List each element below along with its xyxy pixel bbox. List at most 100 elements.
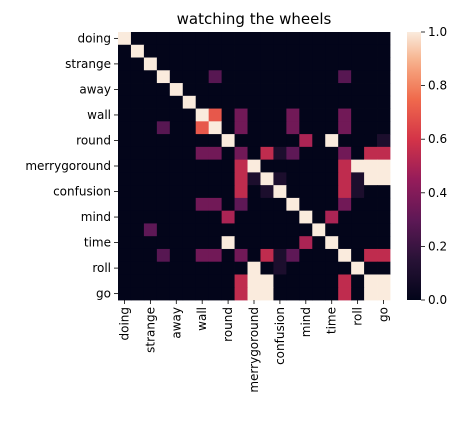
heatmap-cell: [118, 223, 132, 237]
heatmap-cell: [364, 236, 378, 250]
heatmap-cell: [325, 32, 339, 46]
heatmap-cell: [118, 121, 132, 135]
heatmap-cell: [325, 236, 339, 250]
heatmap-cell: [286, 146, 300, 161]
heatmap-cell: [312, 248, 326, 263]
heatmap-cell: [118, 70, 132, 84]
heatmap-cell: [247, 261, 261, 275]
heatmap-cell: [143, 185, 158, 199]
heatmap-cell: [143, 95, 158, 109]
heatmap-cell: [195, 83, 210, 97]
heatmap-cell: [195, 185, 210, 199]
heatmap-cell: [260, 172, 274, 186]
heatmap-cell: [351, 57, 365, 71]
colorbar-tick-label: 0.0: [428, 293, 447, 307]
heatmap-cell: [156, 172, 171, 186]
chart-title: watching the wheels: [177, 10, 332, 28]
heatmap-cell: [299, 197, 313, 212]
heatmap-cell: [364, 134, 378, 148]
heatmap-cell: [221, 70, 235, 84]
colorbar-tick-label: 0.6: [428, 132, 447, 146]
heatmap-cell: [325, 287, 339, 301]
heatmap-cell: [260, 95, 274, 109]
heatmap-cell: [169, 134, 184, 148]
heatmap-cell: [195, 274, 210, 288]
colorbar-tick-label: 0.2: [428, 239, 447, 253]
heatmap-cell: [195, 197, 210, 212]
heatmap-cell: [130, 32, 145, 46]
heatmap-cell: [169, 121, 184, 135]
heatmap-cell: [260, 223, 274, 237]
heatmap-cell: [143, 32, 158, 46]
heatmap-cell: [312, 44, 326, 58]
heatmap-cell: [156, 261, 171, 275]
heatmap-cell: [182, 44, 197, 58]
heatmap-cell: [273, 223, 287, 237]
heatmap-cell: [286, 83, 300, 97]
heatmap-cell: [130, 210, 145, 224]
heatmap-cell: [364, 95, 378, 109]
heatmap-cell: [364, 210, 378, 224]
heatmap-cell: [273, 287, 287, 301]
heatmap-cell: [247, 57, 261, 71]
heatmap-cell: [221, 172, 235, 186]
heatmap-cell: [312, 108, 326, 122]
heatmap-cell: [286, 57, 300, 71]
heatmap-cell: [377, 32, 391, 46]
heatmap-cell: [377, 159, 391, 173]
y-tick-label: round: [76, 133, 111, 147]
heatmap-cell: [312, 134, 326, 148]
heatmap-cell: [273, 32, 287, 46]
heatmap-cell: [208, 70, 223, 84]
heatmap-cell: [118, 274, 132, 288]
heatmap-cell: [130, 287, 145, 301]
heatmap-cell: [182, 32, 197, 46]
heatmap-cell: [325, 197, 339, 212]
heatmap-cell: [299, 32, 313, 46]
heatmap-cell: [156, 210, 171, 224]
heatmap-cell: [130, 223, 145, 237]
heatmap-cell: [299, 210, 313, 224]
heatmap-cell: [143, 172, 158, 186]
heatmap-cell: [221, 57, 235, 71]
heatmap-cell: [143, 274, 158, 288]
heatmap-cell: [351, 83, 365, 97]
heatmap-cell: [221, 159, 235, 173]
heatmap-cell: [273, 172, 287, 186]
heatmap-cell: [325, 223, 339, 237]
heatmap-cell: [169, 172, 184, 186]
heatmap-cell: [299, 159, 313, 173]
heatmap-cell: [325, 95, 339, 109]
heatmap-cell: [338, 248, 352, 263]
heatmap-cell: [325, 261, 339, 275]
heatmap-cell: [182, 121, 197, 135]
heatmap-cell: [234, 172, 248, 186]
heatmap-cell: [364, 197, 378, 212]
heatmap-cell: [156, 287, 171, 301]
y-tick-label: mind: [81, 210, 111, 224]
heatmap-cell: [182, 261, 197, 275]
heatmap-cell: [338, 44, 352, 58]
heatmap-cell: [169, 287, 184, 301]
heatmap-cell: [221, 146, 235, 161]
heatmap-cell: [325, 57, 339, 71]
colorbar-tick-label: 0.4: [428, 186, 447, 200]
heatmap-cell: [247, 185, 261, 199]
heatmap-cell: [130, 197, 145, 212]
heatmap-cell: [247, 44, 261, 58]
heatmap-cell: [377, 146, 391, 161]
heatmap-cell: [260, 108, 274, 122]
heatmap-cell: [273, 197, 287, 212]
heatmap-cell: [338, 32, 352, 46]
heatmap-cell: [286, 223, 300, 237]
heatmap-cell: [364, 185, 378, 199]
heatmap-cell: [208, 44, 223, 58]
heatmap-cell: [312, 83, 326, 97]
heatmap-cell: [182, 134, 197, 148]
heatmap-cell: [364, 223, 378, 237]
heatmap-cell: [273, 83, 287, 97]
heatmap-cell: [351, 223, 365, 237]
heatmap-cell: [312, 210, 326, 224]
heatmap-cell: [169, 44, 184, 58]
